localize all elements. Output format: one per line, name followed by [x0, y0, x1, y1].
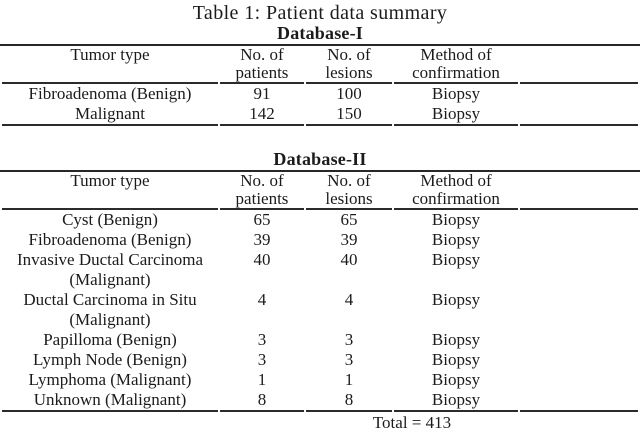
cell-lesions: 4: [344, 290, 354, 309]
cell-tumor-type: Lymphoma (Malignant): [28, 370, 192, 389]
database-1-title: Database-I: [0, 24, 640, 46]
cell-patients: 8: [220, 390, 304, 412]
table-row: Lymphoma (Malignant) 1 1 Biopsy: [2, 370, 638, 390]
header-tumor-type: Tumor type: [2, 172, 218, 210]
cell-tumor-type: Malignant: [2, 104, 218, 126]
database-1-table: Tumor type No. of patients No. of lesion…: [0, 46, 640, 126]
total-label: Total = 413: [372, 413, 452, 432]
cell-lesions: 39: [340, 230, 358, 249]
table-row: Lymph Node (Benign) 3 3 Biopsy: [2, 350, 638, 370]
cell-patients: 40: [253, 250, 271, 269]
header-tumor-type: Tumor type: [2, 46, 218, 84]
database-1-section: Database-I Tumor type No. of patients No…: [0, 24, 640, 126]
cell-patients: 3: [257, 330, 267, 349]
cell-lesions: 40: [340, 250, 358, 269]
header-lesions: No. of lesions: [306, 46, 392, 84]
spacer-cell: [520, 250, 638, 290]
spacer-cell: [520, 350, 638, 370]
table-row: Cyst (Benign) 65 65 Biopsy: [2, 210, 638, 230]
cell-tumor-type: Fibroadenoma (Benign): [28, 84, 192, 103]
cell-lesions: 1: [344, 370, 354, 389]
spacer-cell: [520, 172, 638, 210]
cell-patients: 91: [253, 84, 271, 103]
cell-patients: 4: [257, 290, 267, 309]
cell-patients: 1: [257, 370, 267, 389]
table-caption: Table 1: Patient data summary: [192, 2, 448, 24]
table-row: Malignant 142 150 Biopsy: [2, 104, 638, 126]
cell-confirmation: Biopsy: [431, 290, 481, 309]
cell-confirmation: Biopsy: [431, 230, 481, 249]
cell-tumor-type: Papilloma (Benign): [43, 330, 177, 349]
cell-tumor-type: Lymph Node (Benign): [33, 350, 187, 369]
cell-tumor-type: Invasive Ductal Carcinoma (Malignant): [17, 250, 203, 289]
cell-lesions: 3: [344, 350, 354, 369]
cell-patients: 3: [257, 350, 267, 369]
spacer-cell: [520, 230, 638, 250]
spacer-cell: [520, 370, 638, 390]
cell-patients: 65: [253, 210, 271, 229]
header-row: Tumor type No. of patients No. of lesion…: [2, 46, 638, 84]
cell-patients: 142: [220, 104, 304, 126]
cell-tumor-type: Cyst (Benign): [62, 210, 158, 229]
cell-tumor-type: Ductal Carcinoma in Situ (Malignant): [23, 290, 197, 329]
cell-lesions: 150: [306, 104, 392, 126]
spacer-cell: [520, 210, 638, 230]
cell-tumor-type: Unknown (Malignant): [2, 390, 218, 412]
header-confirmation: Method of confirmation: [394, 172, 518, 210]
cell-lesions: 3: [344, 330, 354, 349]
cell-confirmation: Biopsy: [431, 350, 481, 369]
cell-confirmation: Biopsy: [431, 84, 481, 103]
database-2-title: Database-II: [0, 150, 640, 172]
table-row: Fibroadenoma (Benign) 91 100 Biopsy: [2, 84, 638, 104]
header-row: Tumor type No. of patients No. of lesion…: [2, 172, 638, 210]
cell-tumor-type: Fibroadenoma (Benign): [28, 230, 192, 249]
spacer-cell: [520, 104, 638, 126]
header-confirmation: Method of confirmation: [394, 46, 518, 84]
table-row: Invasive Ductal Carcinoma (Malignant) 40…: [2, 250, 638, 290]
table-row: Unknown (Malignant) 8 8 Biopsy: [2, 390, 638, 412]
spacer-cell: [520, 330, 638, 350]
cell-confirmation: Biopsy: [431, 210, 481, 229]
cell-lesions: 100: [336, 84, 362, 103]
spacer-cell: [520, 46, 638, 84]
table-row: Ductal Carcinoma in Situ (Malignant) 4 4…: [2, 290, 638, 330]
cell-confirmation: Biopsy: [431, 250, 481, 269]
spacer-cell: [520, 84, 638, 104]
cell-lesions: 65: [340, 210, 358, 229]
cell-confirmation: Biopsy: [394, 390, 518, 412]
cell-confirmation: Biopsy: [394, 104, 518, 126]
header-patients: No. of patients: [220, 46, 304, 84]
spacer-cell: [520, 290, 638, 330]
database-2-section: Database-II Tumor type No. of patients N…: [0, 150, 640, 412]
cell-confirmation: Biopsy: [431, 370, 481, 389]
spacer-cell: [520, 390, 638, 412]
table-row: Fibroadenoma (Benign) 39 39 Biopsy: [2, 230, 638, 250]
header-lesions: No. of lesions: [306, 172, 392, 210]
cell-confirmation: Biopsy: [431, 330, 481, 349]
table-row: Papilloma (Benign) 3 3 Biopsy: [2, 330, 638, 350]
cell-lesions: 8: [306, 390, 392, 412]
header-patients: No. of patients: [220, 172, 304, 210]
cell-patients: 39: [253, 230, 271, 249]
database-2-table: Tumor type No. of patients No. of lesion…: [0, 172, 640, 412]
